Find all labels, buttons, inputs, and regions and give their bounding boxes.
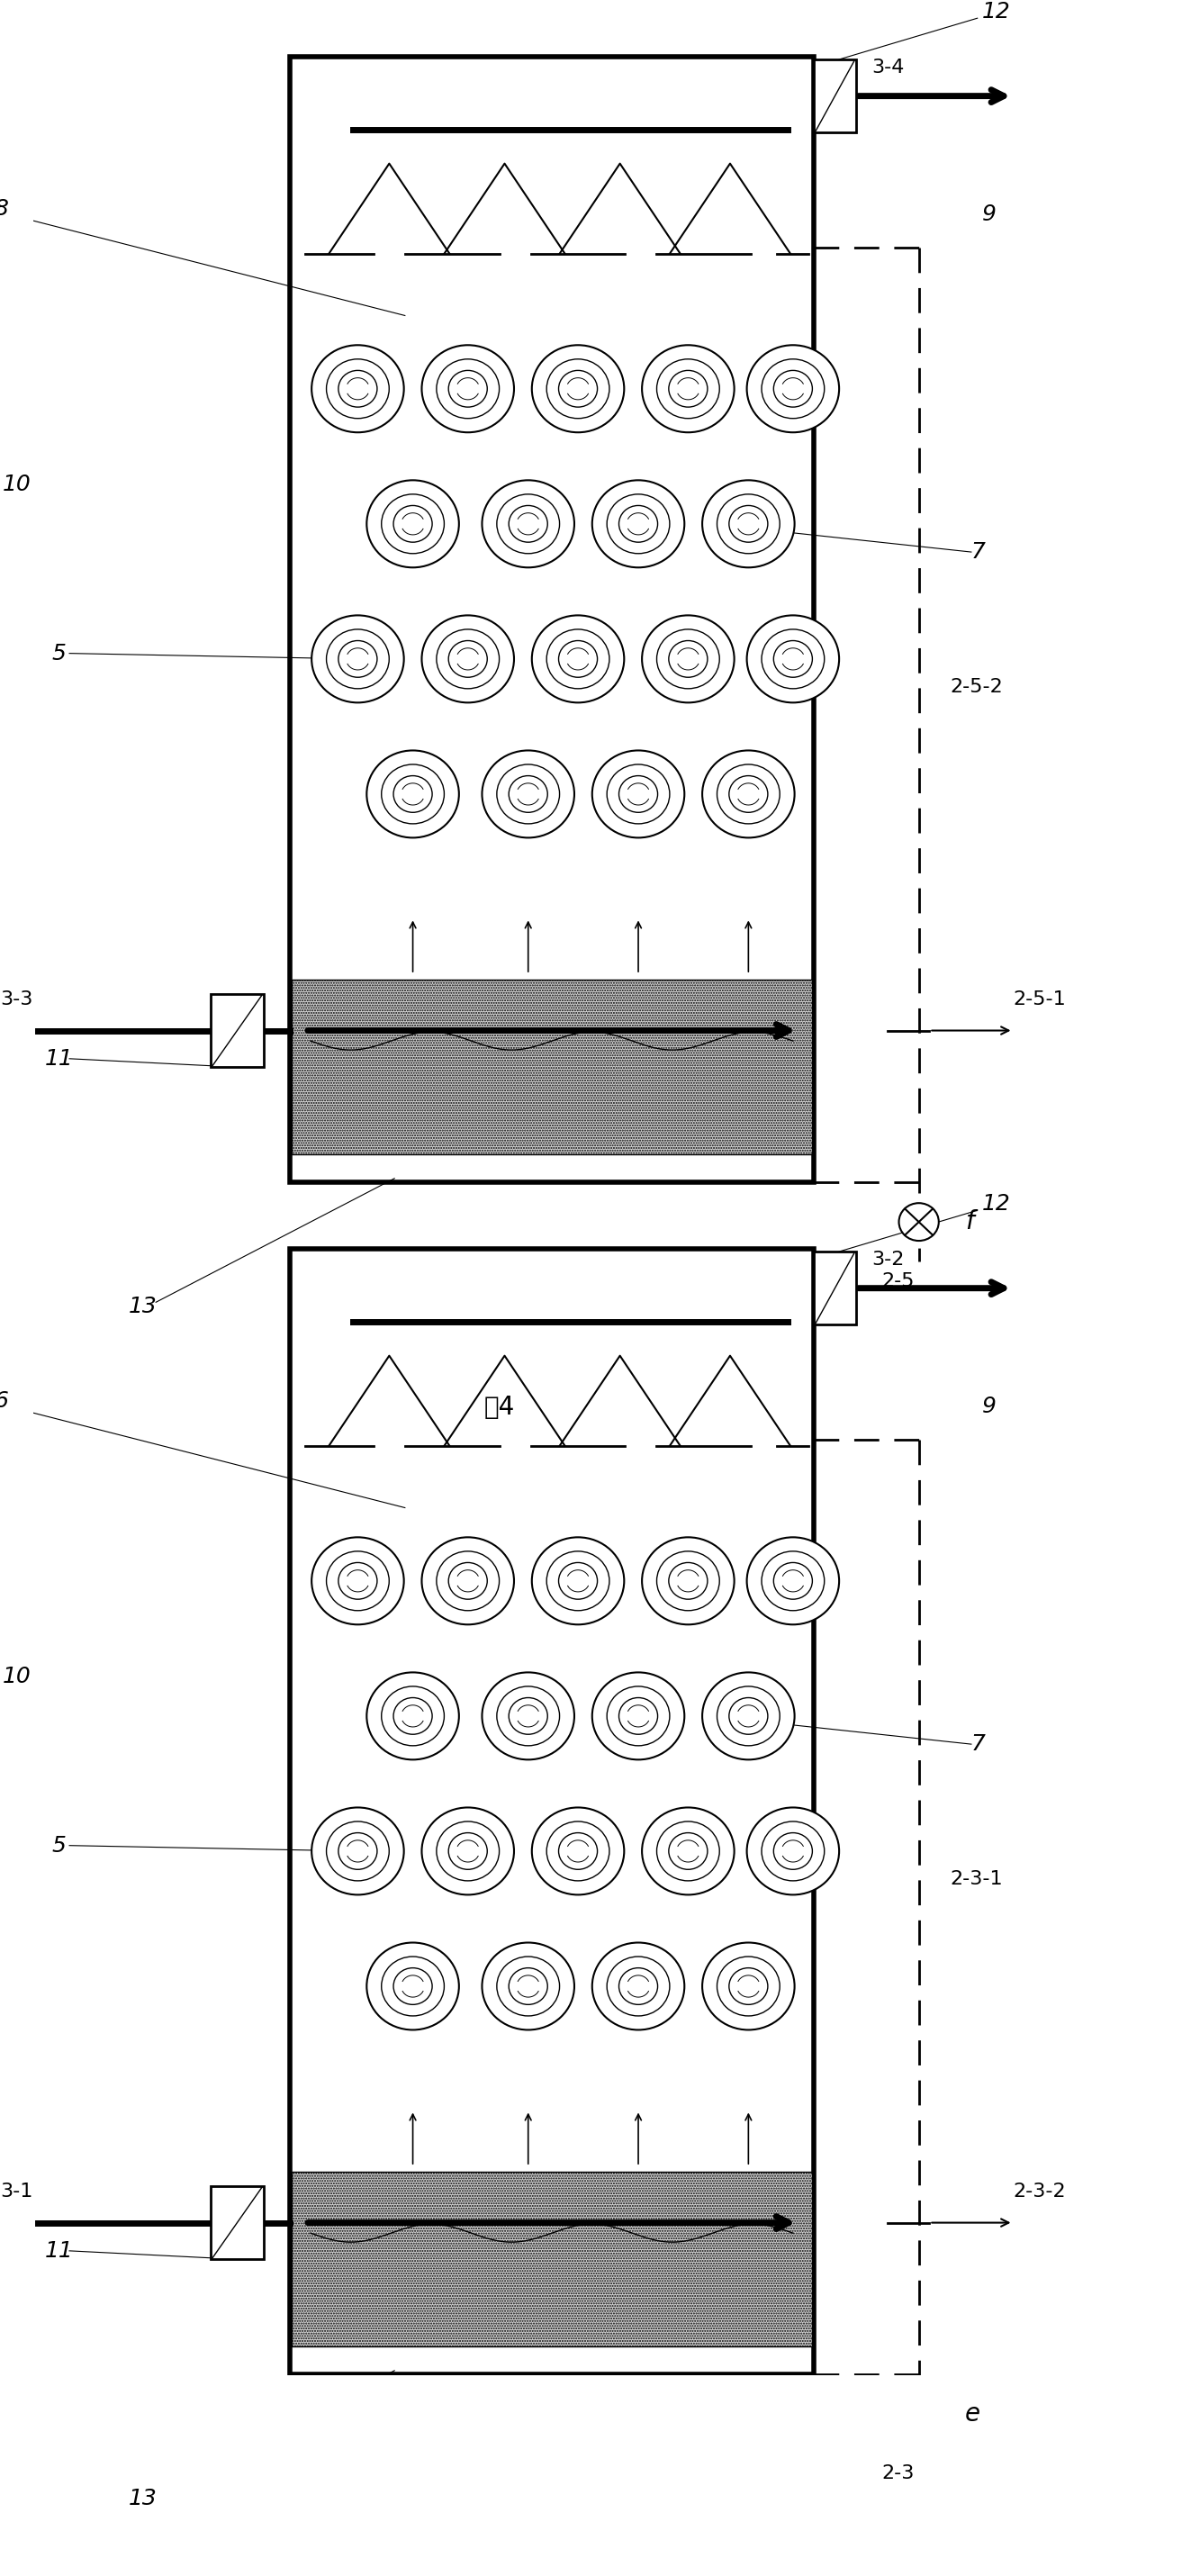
Circle shape [746, 1808, 839, 1896]
Text: 6: 6 [0, 1391, 8, 1412]
Circle shape [532, 616, 624, 703]
Circle shape [899, 2396, 938, 2432]
Circle shape [367, 1672, 458, 1759]
Circle shape [421, 616, 514, 703]
Text: 12: 12 [982, 1193, 1010, 1213]
Bar [289, 57, 814, 1182]
Circle shape [746, 345, 839, 433]
Circle shape [482, 750, 575, 837]
Bar [211, 2187, 263, 2259]
Circle shape [482, 1672, 575, 1759]
Bar [814, 59, 856, 131]
Circle shape [367, 1942, 458, 2030]
Text: 11: 11 [44, 2241, 73, 2262]
Circle shape [746, 1538, 839, 1625]
Text: 11: 11 [44, 1048, 73, 1069]
Circle shape [312, 345, 404, 433]
Text: 12: 12 [982, 0, 1010, 23]
Bar [292, 979, 812, 1154]
Text: 3-2: 3-2 [871, 1252, 905, 1270]
Text: 13: 13 [128, 1296, 157, 1316]
Circle shape [702, 1942, 794, 2030]
Text: 5: 5 [52, 1834, 66, 1857]
Circle shape [367, 479, 458, 567]
Circle shape [746, 616, 839, 703]
Text: 3-4: 3-4 [871, 59, 905, 77]
Text: 8: 8 [0, 198, 8, 219]
Circle shape [367, 750, 458, 837]
Circle shape [482, 479, 575, 567]
Bar [211, 994, 263, 1066]
Text: 9: 9 [982, 1396, 996, 1417]
Circle shape [592, 750, 684, 837]
Circle shape [312, 1538, 404, 1625]
Circle shape [312, 616, 404, 703]
Text: f: f [965, 1208, 973, 1234]
Circle shape [421, 1538, 514, 1625]
Text: 5: 5 [52, 641, 66, 665]
Text: 3-3: 3-3 [0, 989, 32, 1007]
Text: 2-3-1: 2-3-1 [950, 1870, 1003, 1888]
Text: 13: 13 [128, 2488, 157, 2509]
Circle shape [702, 750, 794, 837]
Bar [292, 2172, 812, 2347]
Circle shape [532, 1808, 624, 1896]
Text: 2-5-1: 2-5-1 [1013, 989, 1066, 1007]
Text: 图4: 图4 [484, 1396, 515, 1419]
Circle shape [421, 345, 514, 433]
Circle shape [702, 479, 794, 567]
Circle shape [421, 1808, 514, 1896]
Bar [814, 1252, 856, 1324]
Circle shape [642, 1808, 734, 1896]
Circle shape [532, 345, 624, 433]
Circle shape [642, 345, 734, 433]
Circle shape [899, 1203, 938, 1242]
Text: 10: 10 [2, 474, 31, 495]
Circle shape [642, 1538, 734, 1625]
Circle shape [642, 616, 734, 703]
Circle shape [532, 1538, 624, 1625]
Text: 2-3: 2-3 [882, 2465, 914, 2483]
Text: 2-5: 2-5 [882, 1273, 914, 1291]
Text: 2-5-2: 2-5-2 [950, 677, 1003, 696]
Circle shape [312, 1808, 404, 1896]
Text: 9: 9 [982, 204, 996, 224]
Text: 7: 7 [971, 1734, 985, 1754]
Text: e: e [965, 2401, 980, 2427]
Circle shape [702, 1672, 794, 1759]
Text: 10: 10 [2, 1667, 31, 1687]
Bar [289, 1249, 814, 2375]
Circle shape [482, 1942, 575, 2030]
Circle shape [592, 479, 684, 567]
Text: 7: 7 [971, 541, 985, 562]
Circle shape [592, 1942, 684, 2030]
Text: 2-3-2: 2-3-2 [1013, 2182, 1066, 2200]
Text: 3-1: 3-1 [0, 2182, 32, 2200]
Circle shape [592, 1672, 684, 1759]
